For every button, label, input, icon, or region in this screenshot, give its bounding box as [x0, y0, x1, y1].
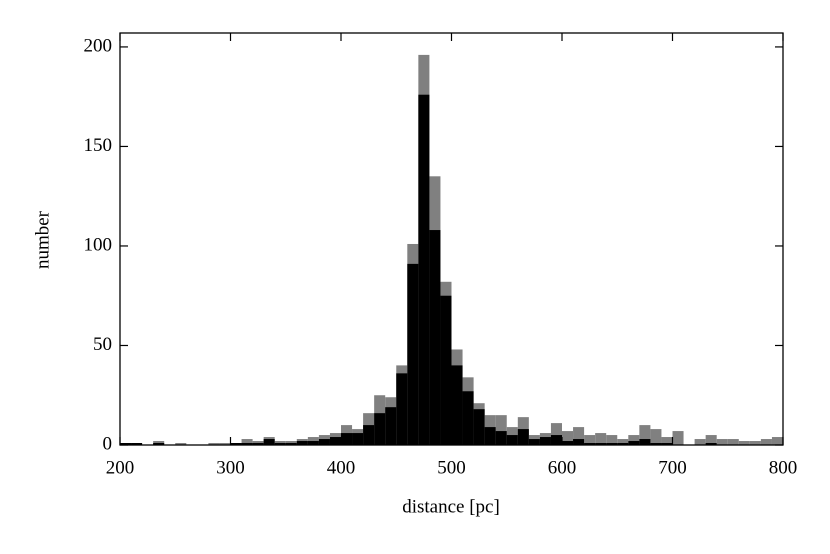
bar — [650, 443, 662, 445]
bar — [617, 443, 629, 445]
bar — [252, 443, 264, 445]
x-tick-label: 300 — [216, 457, 245, 478]
bar — [175, 443, 187, 445]
bar — [661, 443, 673, 445]
bar — [672, 431, 684, 445]
bar — [528, 439, 540, 445]
bar — [584, 435, 596, 445]
bar — [749, 441, 761, 445]
bar — [451, 365, 463, 445]
bar — [484, 427, 496, 445]
bar — [374, 413, 386, 445]
bar — [650, 429, 662, 445]
x-tick-label: 500 — [437, 457, 466, 478]
bar — [120, 443, 132, 445]
y-tick-label: 100 — [84, 234, 113, 255]
y-tick-label: 200 — [84, 35, 113, 56]
bar — [341, 433, 353, 445]
bar — [562, 441, 574, 445]
bar — [363, 425, 375, 445]
bar — [462, 391, 474, 445]
y-axis-label: number — [32, 210, 53, 269]
x-tick-label: 400 — [327, 457, 356, 478]
bar — [694, 439, 706, 445]
bar — [705, 435, 717, 445]
bar — [550, 435, 562, 445]
x-tick-label: 700 — [658, 457, 687, 478]
bar — [539, 437, 551, 445]
bar — [771, 437, 783, 445]
bar — [153, 441, 165, 445]
bar — [573, 439, 585, 445]
bar — [407, 263, 419, 445]
bar — [352, 433, 364, 445]
bar — [418, 94, 430, 445]
bar — [562, 431, 574, 445]
bar — [716, 439, 728, 445]
bar — [705, 443, 717, 445]
bar — [307, 441, 319, 445]
bar — [385, 407, 397, 445]
bar — [473, 409, 485, 445]
bar — [285, 441, 297, 445]
bar — [628, 441, 640, 445]
bar — [274, 441, 286, 445]
bar — [440, 295, 452, 445]
bar — [241, 443, 253, 445]
x-axis-label: distance [pc] — [402, 496, 500, 517]
bar — [263, 439, 275, 445]
x-tick-label: 800 — [769, 457, 798, 478]
bar — [738, 441, 750, 445]
bar — [639, 425, 651, 445]
bar — [396, 373, 408, 445]
bar — [495, 415, 507, 445]
bar — [517, 429, 529, 445]
bar — [296, 441, 308, 445]
bar — [606, 443, 618, 445]
y-tick-label: 150 — [84, 135, 113, 156]
bar — [617, 439, 629, 445]
bar — [252, 441, 264, 445]
bar — [131, 443, 143, 445]
bar — [760, 439, 772, 445]
bar — [285, 443, 297, 445]
bar — [595, 433, 607, 445]
bar — [573, 427, 585, 445]
bar — [495, 431, 507, 445]
y-tick-label: 50 — [93, 334, 112, 355]
bar — [550, 423, 562, 445]
bar — [153, 443, 165, 445]
bar — [230, 443, 242, 445]
bar — [584, 443, 596, 445]
x-tick-label: 200 — [106, 457, 135, 478]
bar — [639, 439, 651, 445]
y-tick-label: 0 — [103, 433, 113, 454]
bar — [661, 437, 673, 445]
bar — [219, 443, 231, 445]
bar — [595, 443, 607, 445]
bar — [241, 439, 253, 445]
bar — [727, 439, 739, 445]
bar — [506, 435, 518, 445]
bar — [628, 435, 640, 445]
bar — [329, 437, 341, 445]
bar — [429, 230, 441, 445]
bar — [208, 443, 220, 445]
bar — [274, 443, 286, 445]
bar — [318, 439, 330, 445]
bar — [606, 435, 618, 445]
x-tick-label: 600 — [548, 457, 577, 478]
